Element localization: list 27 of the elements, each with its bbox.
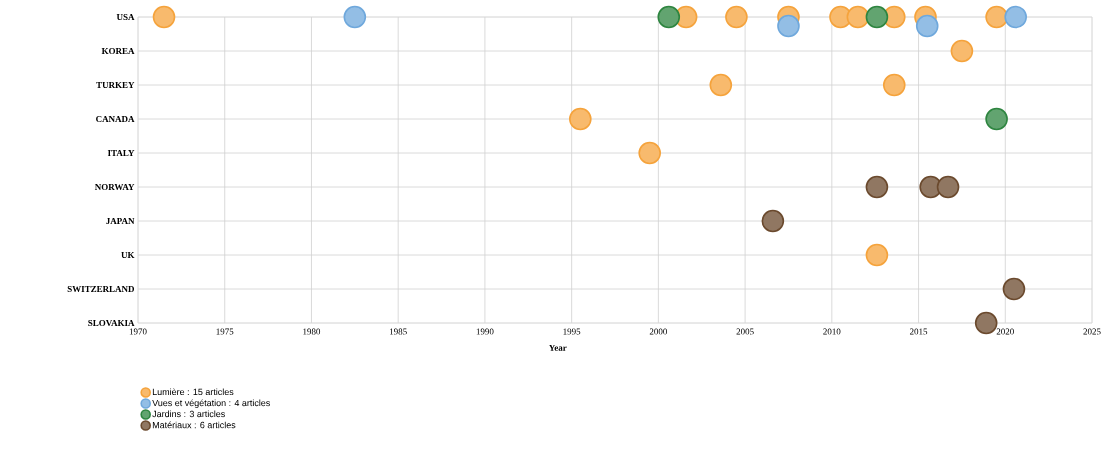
- x-tick-label: 1990: [476, 328, 494, 335]
- x-tick-label: 2020: [996, 328, 1014, 335]
- x-tick-label: 2025: [1083, 328, 1101, 335]
- legend-label: Jardins : 3 articles: [152, 410, 225, 418]
- y-tick-label: SWITZERLAND: [67, 285, 135, 293]
- y-tick-label: SLOVAKIA: [88, 319, 135, 327]
- x-tick-label: 1970: [129, 328, 147, 335]
- x-tick-label: 1995: [563, 328, 581, 335]
- y-tick-label: KOREA: [101, 48, 135, 55]
- x-tick-label: 1985: [390, 328, 407, 335]
- y-tick-label: UK: [121, 252, 135, 258]
- legend-label: Vues et végétation : 4 articles: [152, 399, 270, 408]
- x-tick-label: 1980: [303, 328, 321, 335]
- y-tick-label: USA: [116, 14, 135, 21]
- x-tick-label: 2005: [736, 328, 754, 335]
- legend-label: Lumière : 15 articles: [152, 388, 234, 396]
- y-tick-label: NORWAY: [94, 183, 135, 191]
- y-tick-label: TURKEY: [96, 82, 135, 88]
- x-tick-label: 1975: [216, 328, 234, 335]
- legend-label: Matériaux : 6 articles: [152, 421, 236, 429]
- y-tick-label: ITALY: [107, 150, 135, 156]
- y-tick-label: CANADA: [96, 115, 135, 123]
- y-tick-label: JAPAN: [106, 218, 135, 225]
- x-axis-title: Year: [548, 344, 567, 351]
- x-tick-label: 2015: [909, 328, 928, 335]
- x-tick-label: 2000: [649, 328, 667, 335]
- x-tick-label: 2010: [823, 328, 841, 335]
